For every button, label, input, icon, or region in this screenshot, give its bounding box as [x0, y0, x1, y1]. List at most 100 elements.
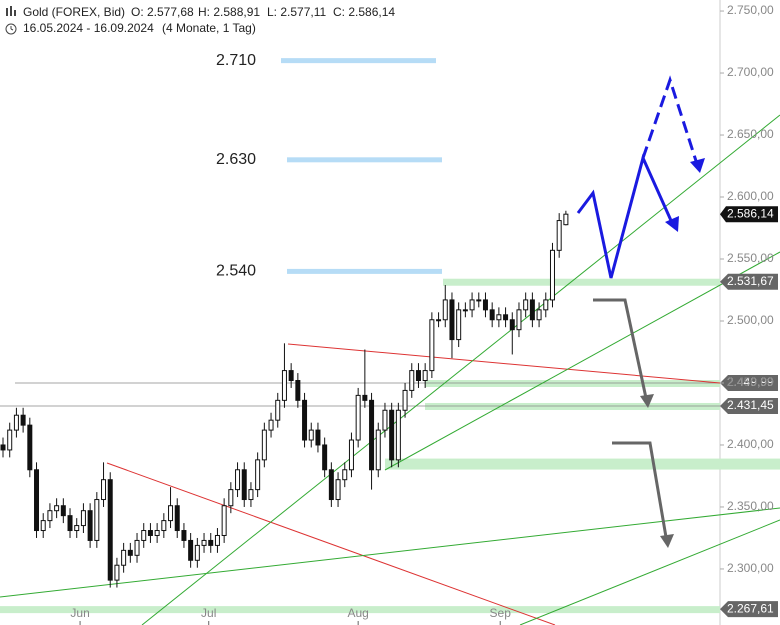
- candle-body: [308, 429, 314, 441]
- candle-body: [516, 309, 522, 331]
- candle-body: [362, 394, 368, 401]
- trend-lines: [0, 114, 780, 625]
- candle-body: [462, 309, 468, 312]
- candle-body: [248, 489, 254, 501]
- candle-body: [40, 520, 46, 532]
- candle-body: [87, 510, 93, 541]
- candle-body: [235, 469, 241, 491]
- y-tick-label: 2.650,00: [727, 127, 774, 141]
- candle-body: [255, 459, 261, 491]
- candle-body: [228, 489, 234, 507]
- candle-body: [422, 370, 428, 382]
- candle-body: [355, 394, 361, 441]
- level-label: 2.531,67: [727, 274, 774, 288]
- support-zone: [0, 606, 720, 614]
- candle-body: [121, 549, 127, 566]
- candle-body: [221, 505, 227, 536]
- candle-body: [315, 429, 321, 446]
- candle-body: [556, 220, 562, 251]
- candle-body: [275, 399, 281, 421]
- candle-body: [101, 479, 107, 501]
- candle-body: [174, 505, 180, 532]
- level-label: 2.431,45: [727, 398, 774, 412]
- candle-body: [27, 424, 33, 471]
- candle-body: [60, 505, 66, 517]
- y-tick-label: 2.400,00: [727, 437, 774, 451]
- candle-body: [322, 444, 328, 471]
- candle-body: [389, 409, 395, 461]
- header-period: (4 Monate, 1 Tag): [162, 21, 256, 35]
- header-low: L: 2.577,11: [267, 5, 326, 19]
- level-label-box: [720, 273, 778, 290]
- candle-body: [328, 469, 334, 501]
- header-close: C: 2.586,14: [333, 5, 395, 19]
- candle-body: [563, 213, 569, 226]
- candle-body: [476, 299, 482, 302]
- candle-body: [436, 319, 442, 322]
- candle-body: [503, 314, 509, 321]
- support-zone: [425, 402, 720, 410]
- candle-body: [288, 370, 294, 382]
- candle-body: [94, 499, 100, 541]
- candle-body: [529, 299, 535, 321]
- candle-body: [74, 525, 80, 532]
- candle-body: [54, 505, 60, 512]
- candle-body: [201, 539, 207, 546]
- candle-body: [13, 414, 19, 431]
- level-label: 2.449,99: [727, 375, 774, 389]
- candle-body: [342, 469, 348, 481]
- support-zone: [443, 278, 720, 286]
- y-tick-label: 2.350,00: [727, 499, 774, 513]
- candle-body: [375, 429, 381, 471]
- candle-body: [348, 439, 354, 471]
- target-line: [287, 268, 442, 274]
- y-tick-label: 2.450,00: [727, 375, 774, 389]
- target-label: 2.630: [216, 151, 256, 168]
- candle-body: [523, 299, 529, 311]
- x-tick-label: Jul: [201, 606, 216, 620]
- candle-body: [241, 469, 247, 501]
- x-tick-label: Sep: [490, 606, 512, 620]
- candle-body: [409, 370, 415, 391]
- header-open: O: 2.577,68: [131, 5, 194, 19]
- candle-body: [268, 419, 274, 431]
- candle-body: [188, 539, 194, 561]
- candle-body: [147, 530, 153, 536]
- candle-body: [496, 314, 502, 321]
- candle-body: [536, 309, 542, 321]
- candle-body: [194, 544, 200, 561]
- target-label: 2.540: [216, 263, 256, 280]
- candle-body: [47, 510, 53, 522]
- candle-body: [20, 414, 26, 426]
- level-label-box: [720, 397, 778, 414]
- candle-body: [154, 530, 160, 536]
- support-zone: [385, 458, 780, 470]
- header-range: 16.05.2024 - 16.09.2024: [23, 21, 154, 35]
- projection-arrows: [576, 75, 705, 548]
- candle-body: [429, 319, 435, 372]
- level-label-box: [720, 601, 778, 618]
- candle-body: [80, 510, 86, 527]
- last-price-label: 2.586,14: [727, 206, 774, 220]
- y-tick-label: 2.750,00: [727, 3, 774, 17]
- y-tick-label: 2.500,00: [727, 313, 774, 327]
- candle-body: [107, 479, 113, 581]
- candle-body: [449, 299, 455, 341]
- header-title: Gold (FOREX, Bid): [23, 5, 125, 19]
- candle-body: [469, 299, 475, 311]
- candle-body: [543, 299, 549, 311]
- candle-body: [7, 429, 13, 451]
- candle-body: [489, 309, 495, 321]
- candle-body: [161, 520, 167, 532]
- candle-body: [0, 444, 6, 451]
- candle-body: [141, 530, 147, 541]
- candle-body: [369, 399, 375, 471]
- candle-body: [456, 309, 462, 341]
- level-label: 2.267,61: [727, 601, 774, 615]
- candle-body: [168, 505, 174, 522]
- target-line: [287, 157, 442, 163]
- candle-body: [208, 539, 214, 546]
- target-line: [281, 58, 436, 64]
- y-tick-label: 2.300,00: [727, 561, 774, 575]
